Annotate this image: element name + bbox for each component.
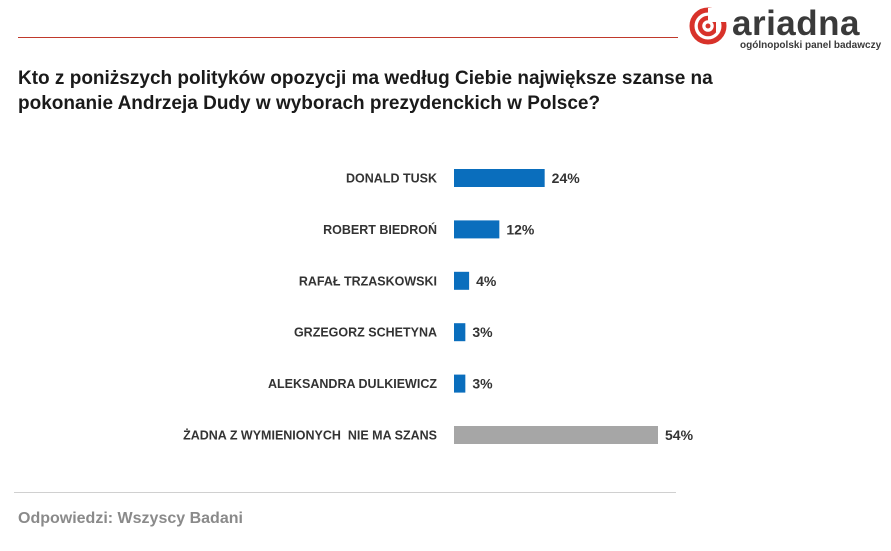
category-label: GRZEGORZ SCHETYNA	[294, 326, 437, 340]
logo-wordmark: ariadna	[732, 4, 860, 43]
bar	[454, 426, 658, 444]
category-label: DONALD TUSK	[346, 172, 437, 186]
value-label: 4%	[476, 273, 497, 289]
logo-tagline: ogólnopolski panel badawczy	[740, 40, 882, 51]
footer-divider	[14, 492, 676, 493]
value-label: 12%	[506, 221, 535, 237]
bar	[454, 271, 470, 290]
bar	[454, 323, 466, 342]
category-label: ŻADNA Z WYMIENIONYCH NIE MA SZANS	[183, 428, 437, 443]
value-label: 3%	[472, 376, 493, 392]
bar-chart: DONALD TUSK 24% ROBERT BIEDROŃ 12% RAFAŁ TRZ…	[0, 150, 891, 470]
bar	[454, 374, 466, 393]
header-divider	[18, 37, 678, 38]
category-label: ROBERT BIEDROŃ	[323, 222, 437, 237]
value-label: 24%	[552, 170, 581, 186]
bar-chart-svg: DONALD TUSK 24% ROBERT BIEDROŃ 12% RAFAŁ TRZ…	[183, 169, 694, 444]
survey-question: Kto z poniższych polityków opozycji ma w…	[18, 68, 713, 114]
category-label: RAFAŁ TRZASKOWSKI	[299, 274, 437, 288]
bar	[454, 169, 545, 187]
category-label: ALEKSANDRA DULKIEWICZ	[268, 377, 437, 391]
bar	[454, 220, 500, 239]
value-label: 54%	[665, 427, 694, 443]
logo-spiral-icon	[689, 7, 728, 45]
respondents-note: Odpowiedzi: Wszyscy Badani	[18, 510, 243, 527]
value-label: 3%	[472, 324, 493, 340]
ariadna-logo: ariadna ogólnopolski panel badawczy	[688, 4, 888, 54]
